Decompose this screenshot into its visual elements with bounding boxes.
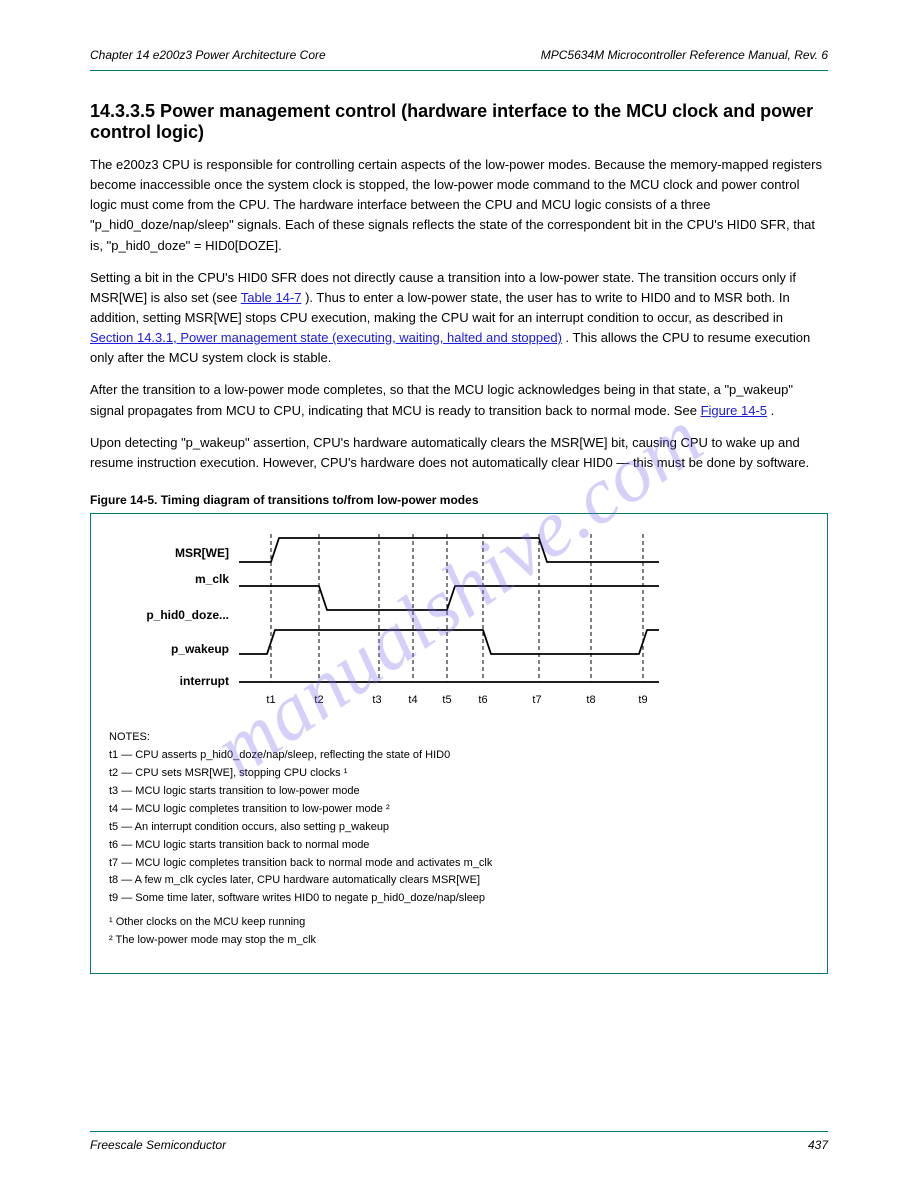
para-2: Setting a bit in the CPU's HID0 SFR does… xyxy=(90,268,828,369)
signal-label-p-wakeup: p_wakeup xyxy=(109,642,229,656)
signal-label-msr-we: MSR[WE] xyxy=(109,546,229,560)
para-3-post: . xyxy=(771,403,775,418)
para-4: Upon detecting "p_wakeup" assertion, CPU… xyxy=(90,433,828,473)
note-t3: t3 — MCU logic starts transition to low-… xyxy=(109,784,809,800)
signal-label-m-clk: m_clk xyxy=(109,572,229,586)
note-foot-1: ¹ Other clocks on the MCU keep running xyxy=(109,915,809,931)
signal-label-p-hid0: p_hid0_doze... xyxy=(109,608,229,622)
running-footer: Freescale Semiconductor 437 xyxy=(90,1138,828,1152)
note-t7: t7 — MCU logic completes transition back… xyxy=(109,856,809,872)
page: Chapter 14 e200z3 Power Architecture Cor… xyxy=(0,0,918,1188)
interval-t3: t3 xyxy=(365,694,389,706)
note-t5: t5 — An interrupt condition occurs, also… xyxy=(109,820,809,836)
timing-svg xyxy=(239,526,659,696)
note-t4: t4 — MCU logic completes transition to l… xyxy=(109,802,809,818)
figure-notes: NOTES: t1 — CPU asserts p_hid0_doze/nap/… xyxy=(109,730,809,949)
note-t9: t9 — Some time later, software writes HI… xyxy=(109,891,809,907)
notes-intro: NOTES: xyxy=(109,730,809,746)
figure-box: MSR[WE] m_clk p_hid0_doze... p_wakeup in… xyxy=(90,513,828,974)
note-t6: t6 — MCU logic starts transition back to… xyxy=(109,838,809,854)
signal-label-interrupt: interrupt xyxy=(109,674,229,688)
interval-t9: t9 xyxy=(631,694,655,706)
interval-t2: t2 xyxy=(307,694,331,706)
figure-caption: Figure 14-5. Timing diagram of transitio… xyxy=(90,493,828,507)
note-t1: t1 — CPU asserts p_hid0_doze/nap/sleep, … xyxy=(109,748,809,764)
header-rule xyxy=(90,70,828,71)
interval-t6: t6 xyxy=(471,694,495,706)
interval-t8: t8 xyxy=(579,694,603,706)
running-header: Chapter 14 e200z3 Power Architecture Cor… xyxy=(90,48,828,62)
para-3: After the transition to a low-power mode… xyxy=(90,380,828,420)
note-t8: t8 — A few m_clk cycles later, CPU hardw… xyxy=(109,873,809,889)
note-t2: t2 — CPU sets MSR[WE], stopping CPU cloc… xyxy=(109,766,809,782)
interval-t7: t7 xyxy=(525,694,549,706)
timing-diagram: MSR[WE] m_clk p_hid0_doze... p_wakeup in… xyxy=(109,526,809,716)
section-heading: 14.3.3.5 Power management control (hardw… xyxy=(90,101,828,143)
interval-t4: t4 xyxy=(401,694,425,706)
interval-t5: t5 xyxy=(435,694,459,706)
para-1: The e200z3 CPU is responsible for contro… xyxy=(90,155,828,256)
header-right: MPC5634M Microcontroller Reference Manua… xyxy=(541,48,828,62)
header-left: Chapter 14 e200z3 Power Architecture Cor… xyxy=(90,48,326,62)
link-table-14-7[interactable]: Table 14-7 xyxy=(241,290,302,305)
footer-left: Freescale Semiconductor xyxy=(90,1138,226,1152)
link-figure-14-5[interactable]: Figure 14-5 xyxy=(701,403,767,418)
para-3-pre: After the transition to a low-power mode… xyxy=(90,382,793,417)
footer-page-number: 437 xyxy=(808,1138,828,1152)
note-foot-2: ² The low-power mode may stop the m_clk xyxy=(109,933,809,949)
footer-rule xyxy=(90,1131,828,1132)
interval-t1: t1 xyxy=(259,694,283,706)
link-section-14-3-1[interactable]: Section 14.3.1, Power management state (… xyxy=(90,330,562,345)
